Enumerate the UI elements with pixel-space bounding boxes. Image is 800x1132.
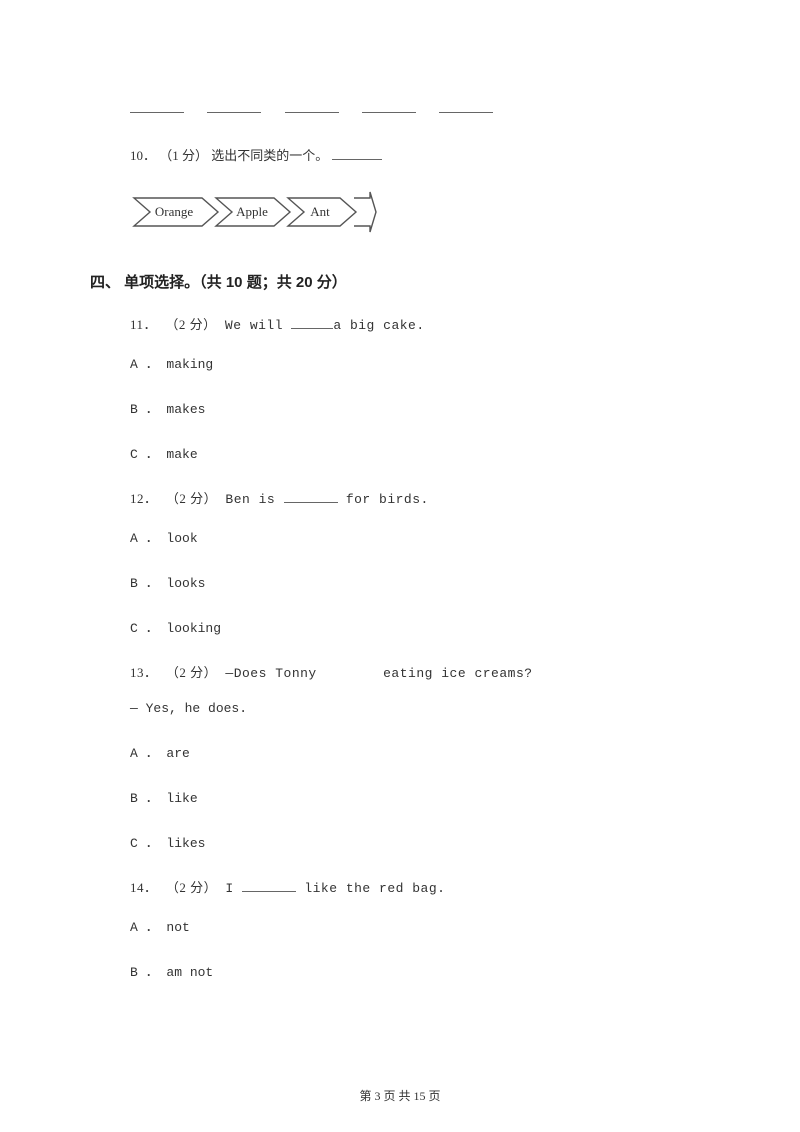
q11-stem-after: a big cake. <box>333 318 424 333</box>
q14-stem-before: I <box>225 881 242 896</box>
answer-blank-row <box>130 100 710 117</box>
q14-number: 14． <box>130 880 158 895</box>
q14-blank <box>242 881 296 892</box>
arrow-word-2: Apple <box>236 204 268 219</box>
question-13: 13． （2 分） —Does Tonny eating ice creams? <box>130 662 710 681</box>
q11-blank <box>291 318 333 329</box>
q12-stem-before: Ben is <box>225 492 283 507</box>
opt-sep: ． <box>138 531 167 546</box>
q12-b-text: looks <box>166 576 205 591</box>
section-4-heading: 四、 单项选择。（共 10 题；共 20 分） <box>90 271 710 292</box>
q13-b-text: like <box>166 791 197 806</box>
q12-option-b: B ． looks <box>130 572 710 591</box>
q11-stem-before: We will <box>225 318 291 333</box>
q14-option-a: A ． not <box>130 916 710 935</box>
q12-number: 12． <box>130 491 158 506</box>
q12-c-text: looking <box>166 621 221 636</box>
opt-sep: ． <box>138 791 167 806</box>
q10-number: 10． <box>130 148 156 163</box>
opt-sep: ． <box>138 746 167 761</box>
opt-sep: ． <box>138 402 167 417</box>
q13-option-c: C ． likes <box>130 832 710 851</box>
q13-follow: — Yes, he does. <box>130 701 710 716</box>
q14-option-b: B ． am not <box>130 961 710 980</box>
opt-sep: ． <box>138 920 167 935</box>
q13-a-text: are <box>166 746 189 761</box>
arrow-word-3: Ant <box>310 204 330 219</box>
q11-number: 11． <box>130 317 157 332</box>
q11-option-b: B ． makes <box>130 398 710 417</box>
q13-c-text: likes <box>166 836 205 851</box>
q11-a-text: making <box>166 357 213 372</box>
arrow-tail-open <box>354 192 376 232</box>
question-14: 14． （2 分） I like the red bag. <box>130 877 710 896</box>
q11-option-c: C ． make <box>130 443 710 462</box>
question-10: 10． （1 分） 选出不同类的一个。 <box>130 145 710 164</box>
q14-stem-after: like the red bag. <box>296 881 445 896</box>
q12-a-text: look <box>166 531 197 546</box>
q10-points: （1 分） <box>159 148 208 163</box>
q12-option-a: A ． look <box>130 527 710 546</box>
q13-number: 13． <box>130 665 158 680</box>
q13-stem: —Does Tonny eating ice creams? <box>225 666 532 681</box>
arrow-word-1: Orange <box>155 204 193 219</box>
blank-4 <box>362 100 416 113</box>
opt-sep: ． <box>138 965 167 980</box>
opt-sep: ． <box>138 621 167 636</box>
opt-sep: ． <box>138 357 167 372</box>
q13-option-a: A ． are <box>130 742 710 761</box>
opt-sep: ． <box>138 576 167 591</box>
arrow-svg: Orange Apple Ant <box>130 184 378 240</box>
blank-2 <box>207 100 261 113</box>
opt-sep: ． <box>138 836 167 851</box>
q11-c-text: make <box>166 447 197 462</box>
q12-points: （2 分） <box>166 491 217 506</box>
q13-points: （2 分） <box>166 665 217 680</box>
q13-option-b: B ． like <box>130 787 710 806</box>
exam-page: 10． （1 分） 选出不同类的一个。 Orange Apple Ant 四、 … <box>0 0 800 1132</box>
blank-3 <box>285 100 339 113</box>
q14-a-text: not <box>166 920 189 935</box>
q10-answer-blank <box>332 149 382 160</box>
arrow-diagram: Orange Apple Ant <box>130 184 710 245</box>
q11-option-a: A ． making <box>130 353 710 372</box>
opt-sep: ． <box>138 447 167 462</box>
page-footer: 第 3 页 共 15 页 <box>0 1087 800 1104</box>
q12-option-c: C ． looking <box>130 617 710 636</box>
blank-1 <box>130 100 184 113</box>
question-12: 12． （2 分） Ben is for birds. <box>130 488 710 507</box>
q11-b-text: makes <box>166 402 205 417</box>
q12-blank <box>284 492 338 503</box>
q14-points: （2 分） <box>166 880 217 895</box>
q14-b-text: am not <box>166 965 213 980</box>
q12-stem-after: for birds. <box>338 492 429 507</box>
blank-5 <box>439 100 493 113</box>
q11-points: （2 分） <box>165 317 216 332</box>
q10-stem: 选出不同类的一个。 <box>211 148 328 163</box>
question-11: 11． （2 分） We will a big cake. <box>130 314 710 333</box>
